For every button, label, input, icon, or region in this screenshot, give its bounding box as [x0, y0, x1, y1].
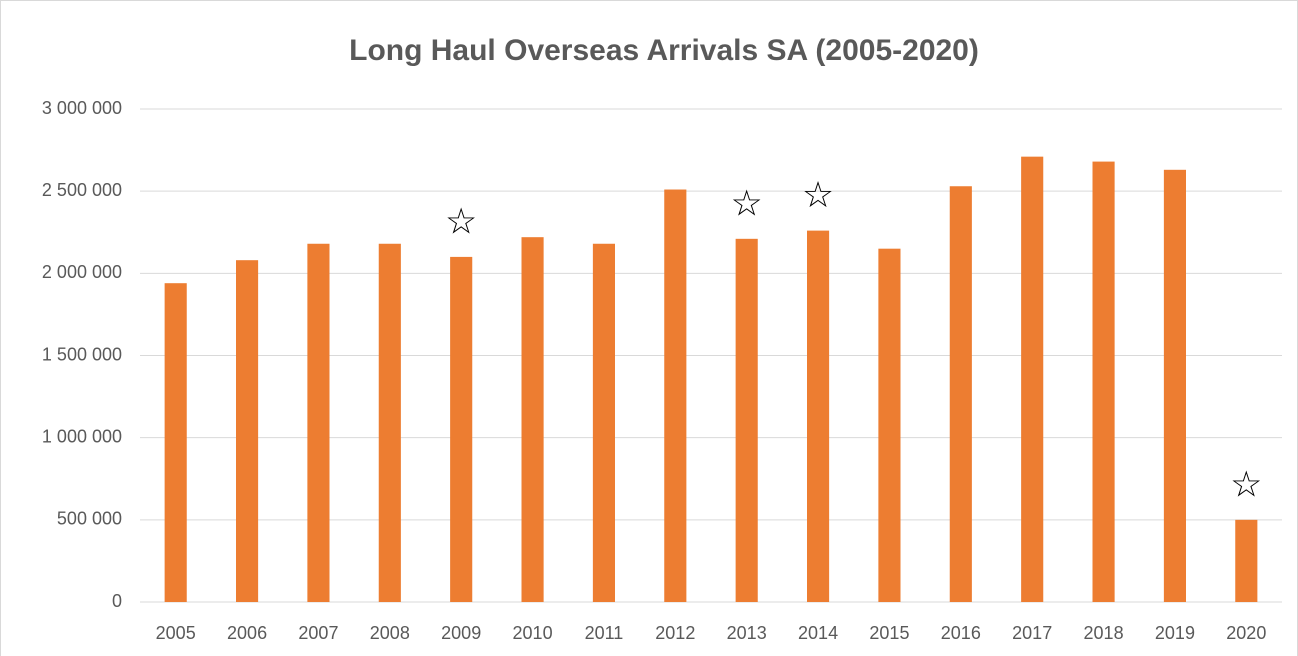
- bar: [1021, 156, 1044, 602]
- x-tick-label: 2008: [370, 623, 410, 643]
- x-tick-label: 2019: [1155, 623, 1195, 643]
- x-tick-label: 2007: [298, 623, 338, 643]
- x-tick-label: 2020: [1226, 623, 1266, 643]
- chart-title: Long Haul Overseas Arrivals SA (2005-202…: [349, 34, 979, 67]
- bar: [235, 260, 259, 602]
- x-tick-label: 2012: [655, 623, 695, 643]
- bar: [521, 237, 544, 602]
- x-tick-label: 2015: [869, 623, 909, 643]
- x-tick-label: 2010: [513, 623, 553, 643]
- annotation-star: ☆: [1230, 463, 1262, 504]
- x-tick-label: 2005: [156, 623, 196, 643]
- x-tick-label: 2016: [941, 623, 981, 643]
- x-tick-label: 2014: [798, 623, 838, 643]
- bar: [735, 238, 758, 602]
- bar: [378, 243, 401, 602]
- bar: [1235, 519, 1258, 602]
- bar: [307, 243, 330, 602]
- x-tick-label: 2009: [441, 623, 481, 643]
- y-tick-label: 2 500 000: [42, 180, 122, 200]
- annotation-star: ☆: [731, 182, 763, 223]
- bar: [164, 283, 187, 602]
- bar: [949, 186, 972, 602]
- x-tick-label: 2018: [1084, 623, 1124, 643]
- x-tick-label: 2006: [227, 623, 267, 643]
- bar: [592, 243, 616, 602]
- y-tick-label: 1 500 000: [42, 344, 122, 364]
- bar: [1163, 169, 1187, 602]
- y-tick-label: 1 000 000: [42, 426, 122, 446]
- annotation-star: ☆: [802, 174, 834, 215]
- bar: [1092, 161, 1115, 602]
- bar: [806, 230, 830, 602]
- bar: [878, 248, 901, 602]
- x-tick-label: 2013: [727, 623, 767, 643]
- x-tick-label: 2011: [585, 623, 624, 643]
- y-tick-label: 2 000 000: [42, 262, 122, 282]
- y-tick-label: 3 000 000: [42, 98, 122, 118]
- annotation-star: ☆: [445, 200, 477, 241]
- bar: [664, 189, 687, 603]
- bar: [450, 256, 473, 602]
- x-tick-label: 2017: [1012, 623, 1052, 643]
- y-tick-label: 500 000: [57, 509, 122, 529]
- y-tick-label: 0: [112, 591, 122, 611]
